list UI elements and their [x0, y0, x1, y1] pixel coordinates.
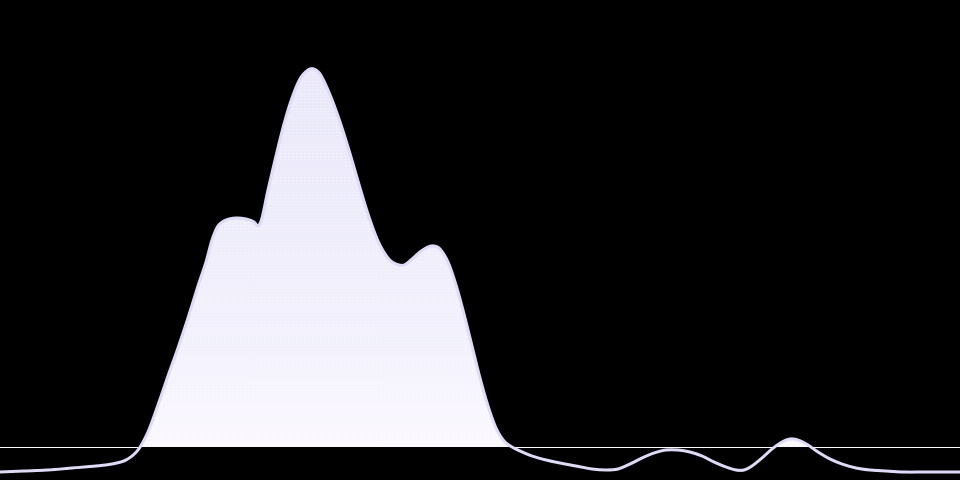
density-line	[0, 67, 960, 474]
